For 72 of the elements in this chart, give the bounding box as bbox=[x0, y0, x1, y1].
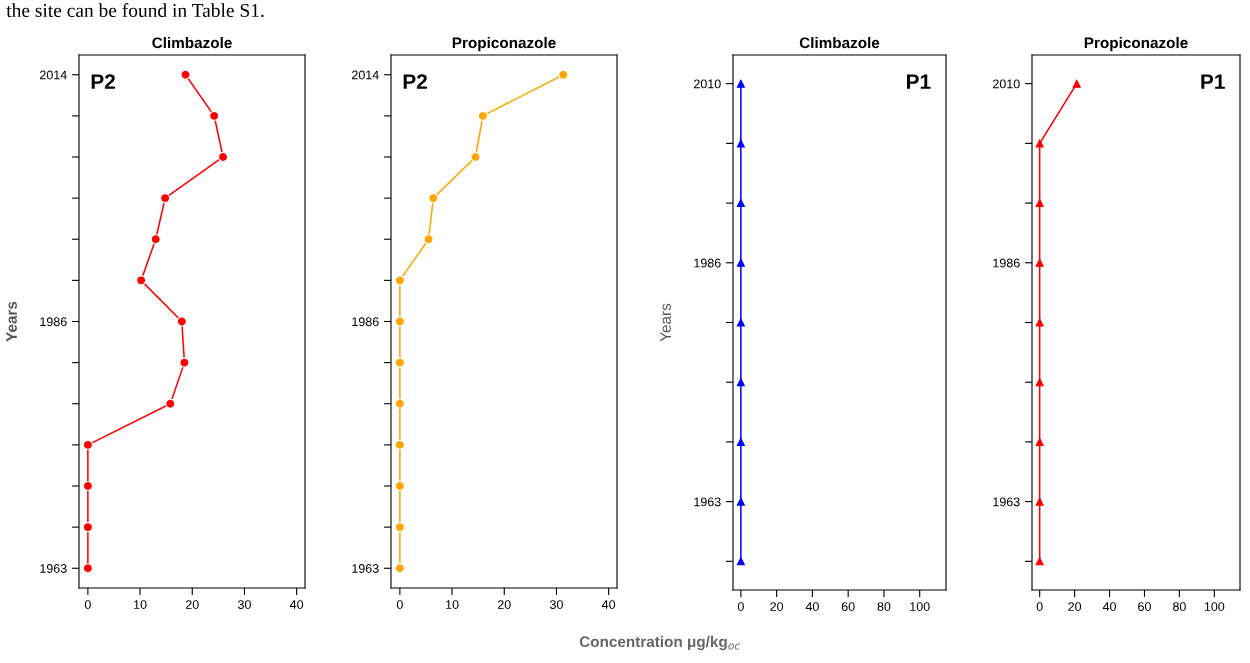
chart-title: Propiconazole bbox=[452, 36, 556, 52]
x-tick-label: 20 bbox=[497, 600, 511, 609]
y-tick-label: 1963 bbox=[352, 564, 379, 573]
point bbox=[394, 439, 405, 450]
x-tick-label: 80 bbox=[877, 602, 891, 611]
x-tick-label: 0 bbox=[84, 600, 91, 609]
point bbox=[136, 275, 147, 286]
x-tick-label: 40 bbox=[289, 600, 304, 609]
point bbox=[394, 563, 405, 574]
y-tick-label: 1986 bbox=[694, 258, 721, 268]
point bbox=[394, 357, 405, 368]
x-tick-label: 0 bbox=[396, 600, 403, 609]
annotation: P2 bbox=[91, 74, 115, 89]
y-tick-label: 2010 bbox=[993, 79, 1020, 89]
point bbox=[428, 193, 439, 204]
x-tick-label: 40 bbox=[805, 602, 819, 611]
x-tick-label: 40 bbox=[1102, 602, 1117, 611]
annotation: P1 bbox=[1201, 74, 1225, 89]
point bbox=[82, 522, 93, 533]
y-axis-title: Years bbox=[6, 301, 17, 342]
y-tick-label: 2014 bbox=[352, 70, 379, 80]
y-tick-label: 1963 bbox=[40, 564, 67, 573]
text: the site can be found in Table S1. bbox=[6, 3, 264, 18]
point bbox=[423, 234, 434, 245]
x-tick-label: 10 bbox=[446, 600, 459, 609]
point bbox=[160, 193, 171, 204]
y-tick-label: 2010 bbox=[694, 79, 721, 89]
y-tick-label: 2014 bbox=[40, 70, 67, 80]
x-tick-label: 100 bbox=[1204, 602, 1225, 611]
point bbox=[394, 480, 405, 492]
x-tick-label: 40 bbox=[601, 600, 616, 609]
x-tick-label: 30 bbox=[237, 600, 251, 609]
y-tick-label: 1986 bbox=[40, 317, 67, 327]
x-tick-label: 20 bbox=[1068, 602, 1082, 611]
point bbox=[394, 522, 405, 533]
chart-title: Propiconazole bbox=[1084, 36, 1188, 52]
x-tick-label: 100 bbox=[910, 602, 930, 611]
point bbox=[217, 151, 229, 163]
annotation: P2 bbox=[403, 74, 427, 89]
x-tick-label: 60 bbox=[841, 602, 855, 611]
point bbox=[558, 69, 569, 80]
y-tick-label: 1986 bbox=[352, 317, 379, 327]
point bbox=[394, 398, 405, 409]
y-tick-label: 1963 bbox=[993, 497, 1020, 507]
x-tick-label: 0 bbox=[1036, 602, 1043, 611]
point bbox=[82, 563, 93, 574]
point bbox=[150, 234, 161, 245]
point bbox=[179, 357, 190, 368]
point bbox=[176, 316, 187, 327]
x-tick-label: 80 bbox=[1172, 602, 1186, 611]
point bbox=[180, 69, 191, 80]
x-tick-label: 0 bbox=[737, 602, 744, 611]
y-tick-label: 1963 bbox=[694, 497, 721, 507]
point bbox=[209, 110, 220, 121]
annotation: P1 bbox=[907, 74, 931, 89]
x-tick-label: 60 bbox=[1138, 602, 1151, 611]
x-tick-label: 30 bbox=[549, 600, 563, 609]
point bbox=[165, 398, 176, 409]
x-tick-label: 20 bbox=[185, 600, 199, 609]
y-axis-title: Years bbox=[660, 303, 671, 342]
point bbox=[394, 275, 405, 286]
x-tick-label: 10 bbox=[134, 600, 147, 609]
x-tick-label: 20 bbox=[770, 602, 784, 611]
chart-title: Climbazole bbox=[152, 36, 232, 49]
chart-title: Climbazole bbox=[799, 36, 880, 49]
point bbox=[82, 439, 93, 450]
x-axis-title: Concentration μg/kg$_{oc}$ bbox=[579, 635, 741, 651]
point bbox=[82, 480, 93, 492]
point bbox=[394, 316, 405, 327]
point bbox=[477, 110, 488, 121]
point bbox=[470, 151, 481, 163]
y-tick-label: 1986 bbox=[993, 258, 1020, 268]
